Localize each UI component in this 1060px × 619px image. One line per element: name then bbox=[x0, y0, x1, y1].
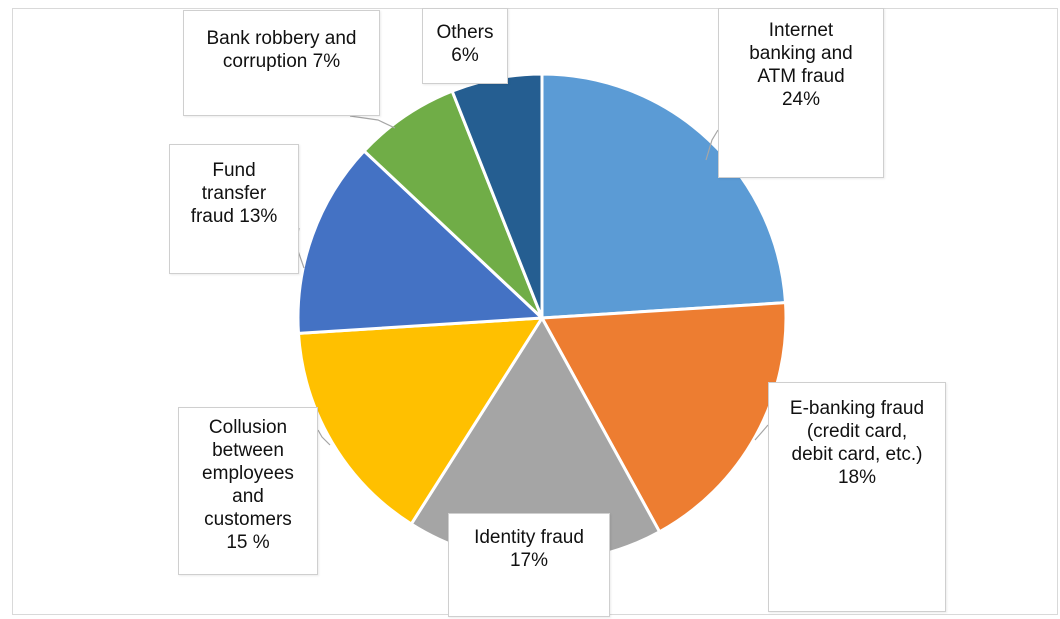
leader-internet bbox=[705, 129, 719, 161]
label-bank-robbery-corruption: Bank robbery and corruption 7% bbox=[183, 10, 380, 116]
slice-fund-transfer-fraud bbox=[296, 149, 544, 335]
label-internet-banking-atm-fraud: Internet banking and ATM fraud 24% bbox=[718, 8, 884, 178]
leader-robbery bbox=[349, 115, 396, 129]
slice-bank-robbery-corruption bbox=[362, 89, 544, 320]
leader-e-banking bbox=[754, 424, 769, 441]
label-fund-transfer-fraud: Fund transfer fraud 13% bbox=[169, 144, 299, 274]
leader-collusion bbox=[317, 429, 331, 446]
slice-collusion bbox=[296, 316, 544, 526]
pie-slices bbox=[296, 72, 788, 564]
label-identity-fraud: Identity fraud 17% bbox=[448, 513, 610, 617]
label-e-banking-fraud: E-banking fraud (credit card, debit card… bbox=[768, 382, 946, 612]
label-others: Others 6% bbox=[422, 8, 508, 84]
slice-internet-banking-atm-fraud bbox=[540, 72, 788, 320]
label-collusion: Collusion between employees and customer… bbox=[178, 407, 318, 575]
slice-e-banking-fraud bbox=[540, 301, 788, 534]
